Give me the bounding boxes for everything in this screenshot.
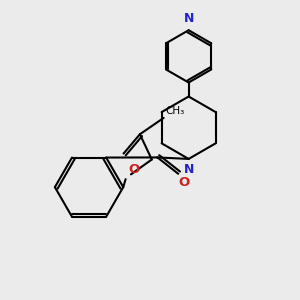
Text: N: N	[184, 163, 194, 176]
Text: O: O	[178, 176, 189, 189]
Text: O: O	[129, 163, 140, 176]
Text: N: N	[184, 13, 194, 26]
Text: CH₃: CH₃	[165, 106, 184, 116]
